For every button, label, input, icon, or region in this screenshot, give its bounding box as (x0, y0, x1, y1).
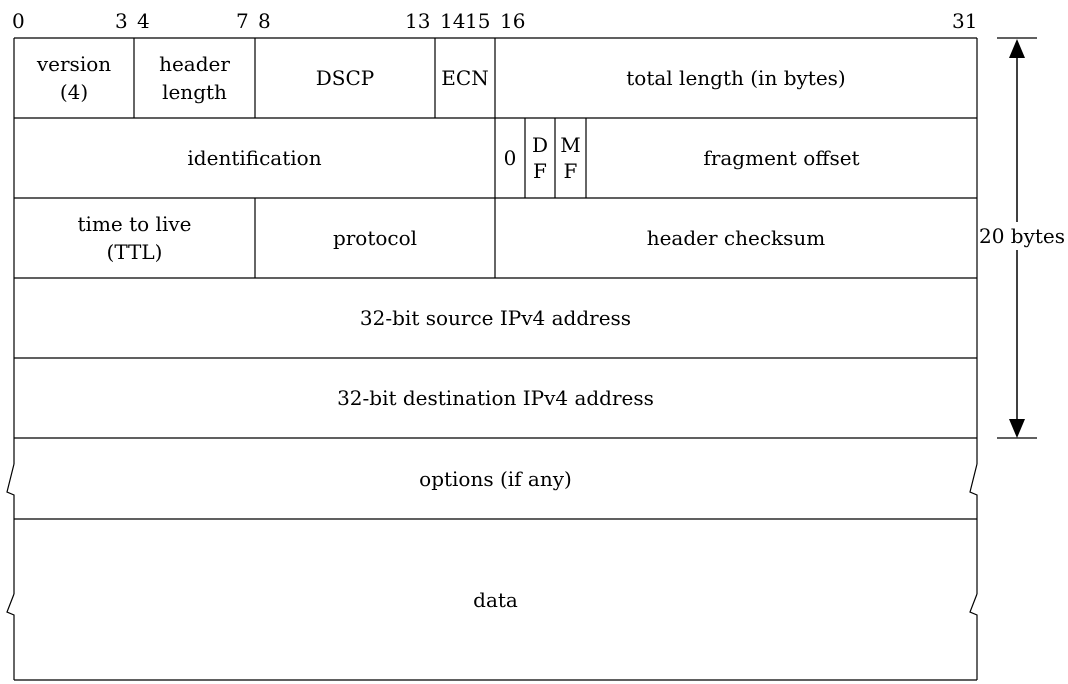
down-arrow-icon (1009, 419, 1025, 438)
bit-15-label: 15 (465, 9, 491, 33)
bit-7-label: 7 (236, 9, 249, 33)
ttl-field-line-2: (TTL) (106, 240, 163, 264)
df-flag-line-2: F (533, 159, 547, 183)
header-size-label: 20 bytes (978, 222, 1066, 250)
destination-address-field: 32-bit destination IPv4 address (337, 386, 654, 410)
bit-8-label: 8 (258, 9, 271, 33)
bit-3-label: 3 (115, 9, 128, 33)
data-field: data (473, 587, 518, 612)
ecn-field: ECN (441, 66, 489, 90)
reserved-flag-field: 0 (503, 146, 517, 170)
source-address-field: 32-bit source IPv4 address (359, 306, 632, 330)
options-field: options (if any) (419, 466, 572, 491)
options-right-break (969, 463, 978, 594)
df-flag-field: D F (525, 118, 555, 198)
header-checksum-field: header checksum (646, 226, 826, 250)
bit-4-label: 4 (137, 9, 150, 33)
version-field-line-2: (4) (59, 80, 89, 104)
bit-14-label: 14 (440, 9, 466, 33)
header-length-line-1: header (159, 52, 230, 76)
up-arrow-icon (1009, 39, 1025, 58)
identification-field: identification (187, 146, 322, 170)
header-length-field: header length (134, 38, 255, 118)
protocol-field: protocol (332, 226, 418, 250)
version-field-line-1: version (36, 52, 112, 76)
ttl-field-line-1: time to live (77, 212, 192, 236)
header-length-line-2: length (162, 80, 227, 104)
mf-flag-line-1: M (560, 133, 581, 157)
data-left-break (6, 593, 15, 680)
data-right-break (969, 593, 978, 680)
df-flag-line-1: D (531, 133, 549, 157)
total-length-field: total length (in bytes) (626, 66, 846, 90)
mf-flag-field: M F (555, 118, 586, 198)
version-field: version (4) (14, 38, 134, 118)
fragment-offset-field: fragment offset (703, 146, 860, 170)
mf-flag-line-2: F (563, 159, 578, 183)
bit-16-label: 16 (500, 9, 526, 33)
dscp-field: DSCP (315, 66, 375, 90)
options-left-break (6, 463, 15, 594)
bit-13-label: 13 (405, 9, 431, 33)
ttl-field: time to live (TTL) (14, 198, 255, 278)
bit-0-label: 0 (12, 9, 25, 33)
bit-31-label: 31 (952, 9, 978, 33)
